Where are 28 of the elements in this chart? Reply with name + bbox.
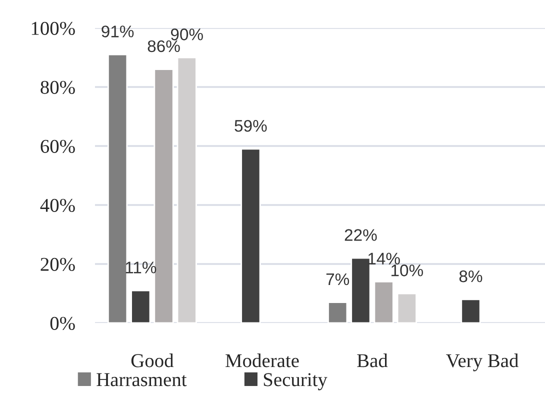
data-label: 14%	[368, 252, 400, 264]
bar	[130, 290, 151, 323]
data-label: 22%	[344, 229, 377, 241]
x-tick-label: Bad	[357, 354, 388, 368]
bar	[240, 148, 261, 323]
data-label: 91%	[102, 26, 134, 38]
legend-label: Harrasment	[96, 373, 187, 386]
bar	[396, 292, 417, 323]
data-label: 86%	[148, 40, 180, 52]
data-label: 59%	[234, 120, 267, 132]
x-tick-label: Moderate	[226, 354, 299, 368]
legend-label: Security	[264, 373, 328, 390]
bar	[176, 56, 197, 323]
y-tick-label: 80%	[40, 80, 75, 94]
data-label: 7%	[326, 273, 350, 286]
bar	[328, 302, 348, 323]
bar	[460, 298, 481, 323]
data-label: 90%	[170, 28, 203, 40]
x-tick-label: Very Bad	[446, 354, 518, 372]
data-label: 8%	[459, 270, 482, 282]
bar	[374, 281, 394, 323]
y-tick-label: 100%	[32, 22, 75, 35]
y-tick-label: 40%	[40, 198, 75, 212]
y-tick-label: 0%	[50, 316, 75, 330]
x-tick-label: Good	[131, 354, 174, 368]
y-tick-label: 60%	[40, 140, 75, 153]
data-label: 10%	[392, 264, 424, 276]
y-tick-label: 20%	[40, 258, 75, 271]
